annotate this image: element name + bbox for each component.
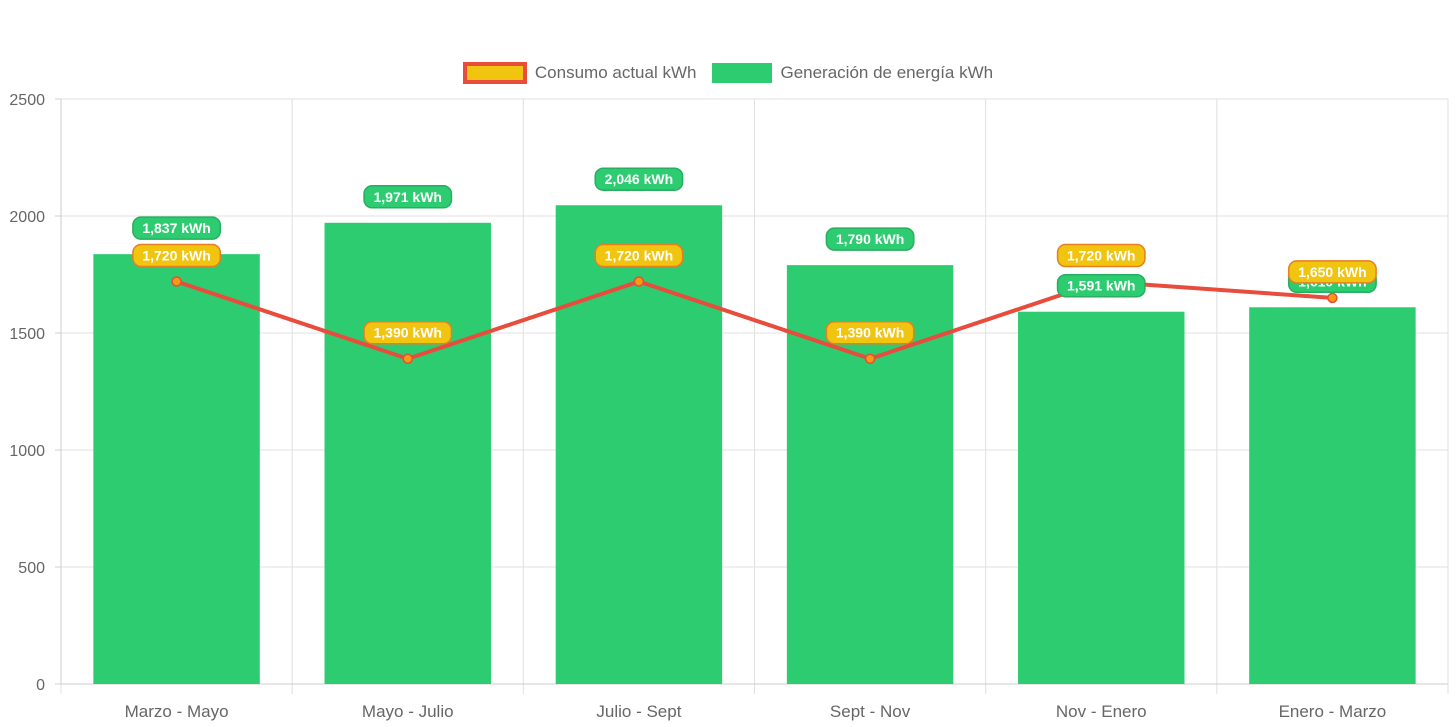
legend-swatch-consumo — [462, 62, 527, 84]
bar-data-label-box — [1056, 273, 1146, 298]
bar-data-label-text: 1,971 kWh — [374, 189, 442, 205]
line-data-label-text: 1,720 kWh — [1067, 248, 1135, 264]
line-data-label: 1,720 kWh — [1056, 243, 1146, 268]
x-tick-label: Enero - Marzo — [1279, 702, 1387, 721]
y-tick-label: 2500 — [9, 92, 45, 109]
x-tick-label: Mayo - Julio — [362, 702, 454, 721]
bar-data-label-box — [594, 167, 684, 191]
bar-data-label: 1,790 kWh — [825, 227, 915, 251]
y-tick-label: 1000 — [9, 443, 45, 460]
line-data-label-box — [363, 320, 453, 345]
line-point — [864, 353, 876, 364]
line-point — [1327, 292, 1338, 304]
legend-item-consumo[interactable]: Consumo actual kWh — [462, 62, 697, 84]
legend-item-generacion[interactable]: Generación de energía kWh — [712, 63, 993, 83]
bar-data-label: 1,591 kWh — [1056, 273, 1146, 298]
line-data-label: 1,390 kWh — [825, 320, 915, 345]
line-point — [171, 276, 182, 287]
line-data-label-box — [1056, 243, 1146, 268]
bar-data-label-text: 1,591 kWh — [1067, 278, 1135, 294]
line-data-label-box — [132, 243, 222, 268]
bar — [1249, 307, 1416, 684]
bar — [93, 254, 260, 684]
legend: Consumo actual kWh Generación de energía… — [0, 62, 1456, 84]
line-point — [402, 353, 413, 364]
bar-data-label-text: 1,790 kWh — [836, 231, 904, 247]
bar-data-label: 2,046 kWh — [594, 167, 684, 191]
line-data-label-text: 1,390 kWh — [836, 325, 904, 341]
legend-swatch-generacion — [712, 63, 773, 83]
bar-data-label-box — [363, 185, 453, 209]
bar — [1018, 311, 1185, 684]
bar-data-label: 1,971 kWh — [363, 185, 453, 209]
y-tick-label: 500 — [18, 560, 45, 577]
line-data-label-box — [825, 320, 915, 345]
y-tick-label: 1500 — [9, 326, 45, 343]
bar-data-label-text: 2,046 kWh — [605, 171, 673, 187]
bar-data-label-text: 1,837 kWh — [142, 220, 210, 236]
line-data-label: 1,720 kWh — [594, 243, 684, 268]
x-tick-label: Julio - Sept — [596, 702, 681, 721]
line-data-label-box — [1287, 260, 1377, 284]
line-data-label-text: 1,720 kWh — [605, 248, 673, 264]
line-point — [633, 276, 645, 287]
line-data-label: 1,390 kWh — [363, 320, 453, 345]
legend-label-generacion: Generación de energía kWh — [780, 63, 994, 82]
bar-data-label-box — [825, 227, 915, 251]
line-data-label: 1,720 kWh — [132, 243, 222, 268]
x-tick-label: Sept - Nov — [830, 702, 911, 721]
bar-data-label: 1,837 kWh — [132, 216, 222, 240]
legend-label-consumo: Consumo actual kWh — [534, 63, 697, 82]
bar — [324, 222, 491, 684]
line-data-label-box — [594, 243, 684, 268]
line-data-label-text: 1,650 kWh — [1298, 264, 1366, 280]
y-tick-label: 0 — [36, 677, 45, 694]
y-tick-label: 2000 — [9, 209, 45, 226]
bar-data-label-box — [132, 216, 222, 240]
x-tick-label: Nov - Enero — [1056, 702, 1147, 721]
line-data-label-text: 1,390 kWh — [374, 325, 442, 341]
line-data-label-text: 1,720 kWh — [142, 248, 210, 264]
line-data-label: 1,650 kWh — [1287, 260, 1377, 284]
x-tick-label: Marzo - Mayo — [125, 702, 229, 721]
